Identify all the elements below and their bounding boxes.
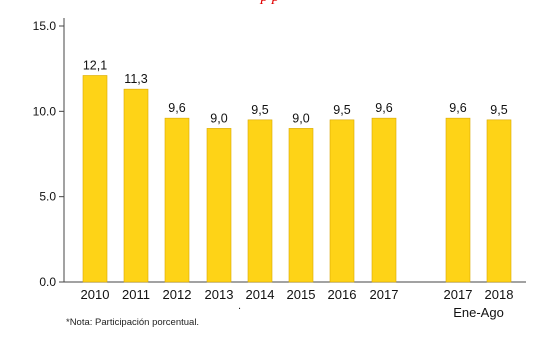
bar xyxy=(288,128,314,283)
footnote: *Nota: Participación porcentual. xyxy=(66,317,200,328)
x-tick-label: 2012 xyxy=(163,287,192,302)
bar xyxy=(82,75,108,283)
x-tick-label: 2013 xyxy=(205,287,234,302)
data-label: 9,0 xyxy=(292,111,309,125)
y-tick-label: 5.0 xyxy=(39,190,56,204)
bar xyxy=(123,88,149,283)
data-label: 12,1 xyxy=(83,58,107,72)
bar xyxy=(247,119,273,283)
x-tick-label: 2017 xyxy=(370,287,399,302)
chart-title-fragment: p p xyxy=(0,0,540,6)
x-tick-label: 2015 xyxy=(287,287,316,302)
x-tick-label: 2010 xyxy=(81,287,110,302)
x-tick-label: 2017 xyxy=(444,287,473,302)
bar xyxy=(486,119,512,283)
bar xyxy=(164,117,190,283)
data-label: 11,3 xyxy=(124,72,147,86)
data-label: 9,0 xyxy=(210,111,227,125)
x-tick-label: 2018 xyxy=(485,287,514,302)
stray-mark: . xyxy=(238,300,242,312)
group-label: Ene-Ago xyxy=(453,305,504,320)
x-tick-label: 2014 xyxy=(246,287,275,302)
y-tick-label: 0.0 xyxy=(39,275,56,289)
data-label: 9,5 xyxy=(490,103,507,117)
y-tick-label: 15.0 xyxy=(33,19,57,33)
x-tick-label: 2016 xyxy=(328,287,357,302)
bar xyxy=(371,117,397,283)
data-label: 9,6 xyxy=(449,101,466,115)
data-label: 9,6 xyxy=(168,101,185,115)
data-label: 9,6 xyxy=(375,101,392,115)
data-label: 9,5 xyxy=(251,103,268,117)
bar xyxy=(329,119,355,283)
x-tick-label: 2011 xyxy=(122,287,150,302)
bar xyxy=(206,128,232,283)
bar xyxy=(445,117,471,283)
data-label: 9,5 xyxy=(333,103,350,117)
y-tick-label: 10.0 xyxy=(33,104,57,118)
